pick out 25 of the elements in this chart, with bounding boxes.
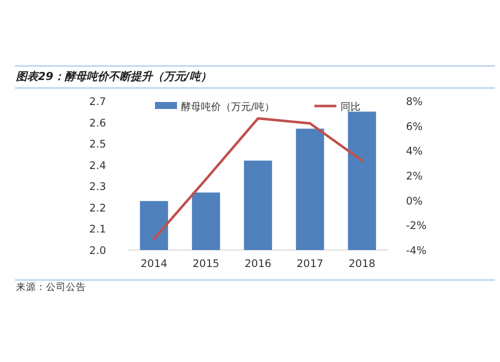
x-tick-label: 2018 <box>348 258 376 270</box>
y-tick-label: 2.1 <box>89 224 106 236</box>
y-tick-label: 2.6 <box>89 117 106 130</box>
x-tick-label: 2017 <box>296 258 324 270</box>
y-tick-label: 2.4 <box>89 160 106 172</box>
legend-label: 酵母吨价（万元/吨） <box>181 101 274 113</box>
chart-title: 图表29：酵母吨价不断提升（万元/吨） <box>16 70 212 83</box>
x-tick-label: 2015 <box>192 258 220 270</box>
y-tick-label: 2.7 <box>89 96 106 108</box>
x-tick-label: 2016 <box>244 258 272 270</box>
y-tick-label: 2.3 <box>89 181 106 194</box>
x-tick-label: 2014 <box>140 258 168 270</box>
y-tick-label: 2.2 <box>89 202 106 214</box>
y2-tick-label: 8% <box>406 96 423 108</box>
line-series <box>152 117 364 240</box>
y2-tick-label: 2% <box>406 170 423 182</box>
legend-label: 同比 <box>340 101 360 113</box>
y2-tick-label: -2% <box>406 220 426 232</box>
source-note: 来源：公司公告 <box>16 281 86 293</box>
y-tick-label: 2.5 <box>89 138 106 151</box>
y-tick-label: 2.0 <box>89 245 106 257</box>
y2-tick-label: 4% <box>406 146 423 158</box>
y2-tick-label: 0% <box>406 195 423 208</box>
y2-tick-label: -4% <box>406 245 426 257</box>
y2-tick-label: 6% <box>406 120 423 133</box>
